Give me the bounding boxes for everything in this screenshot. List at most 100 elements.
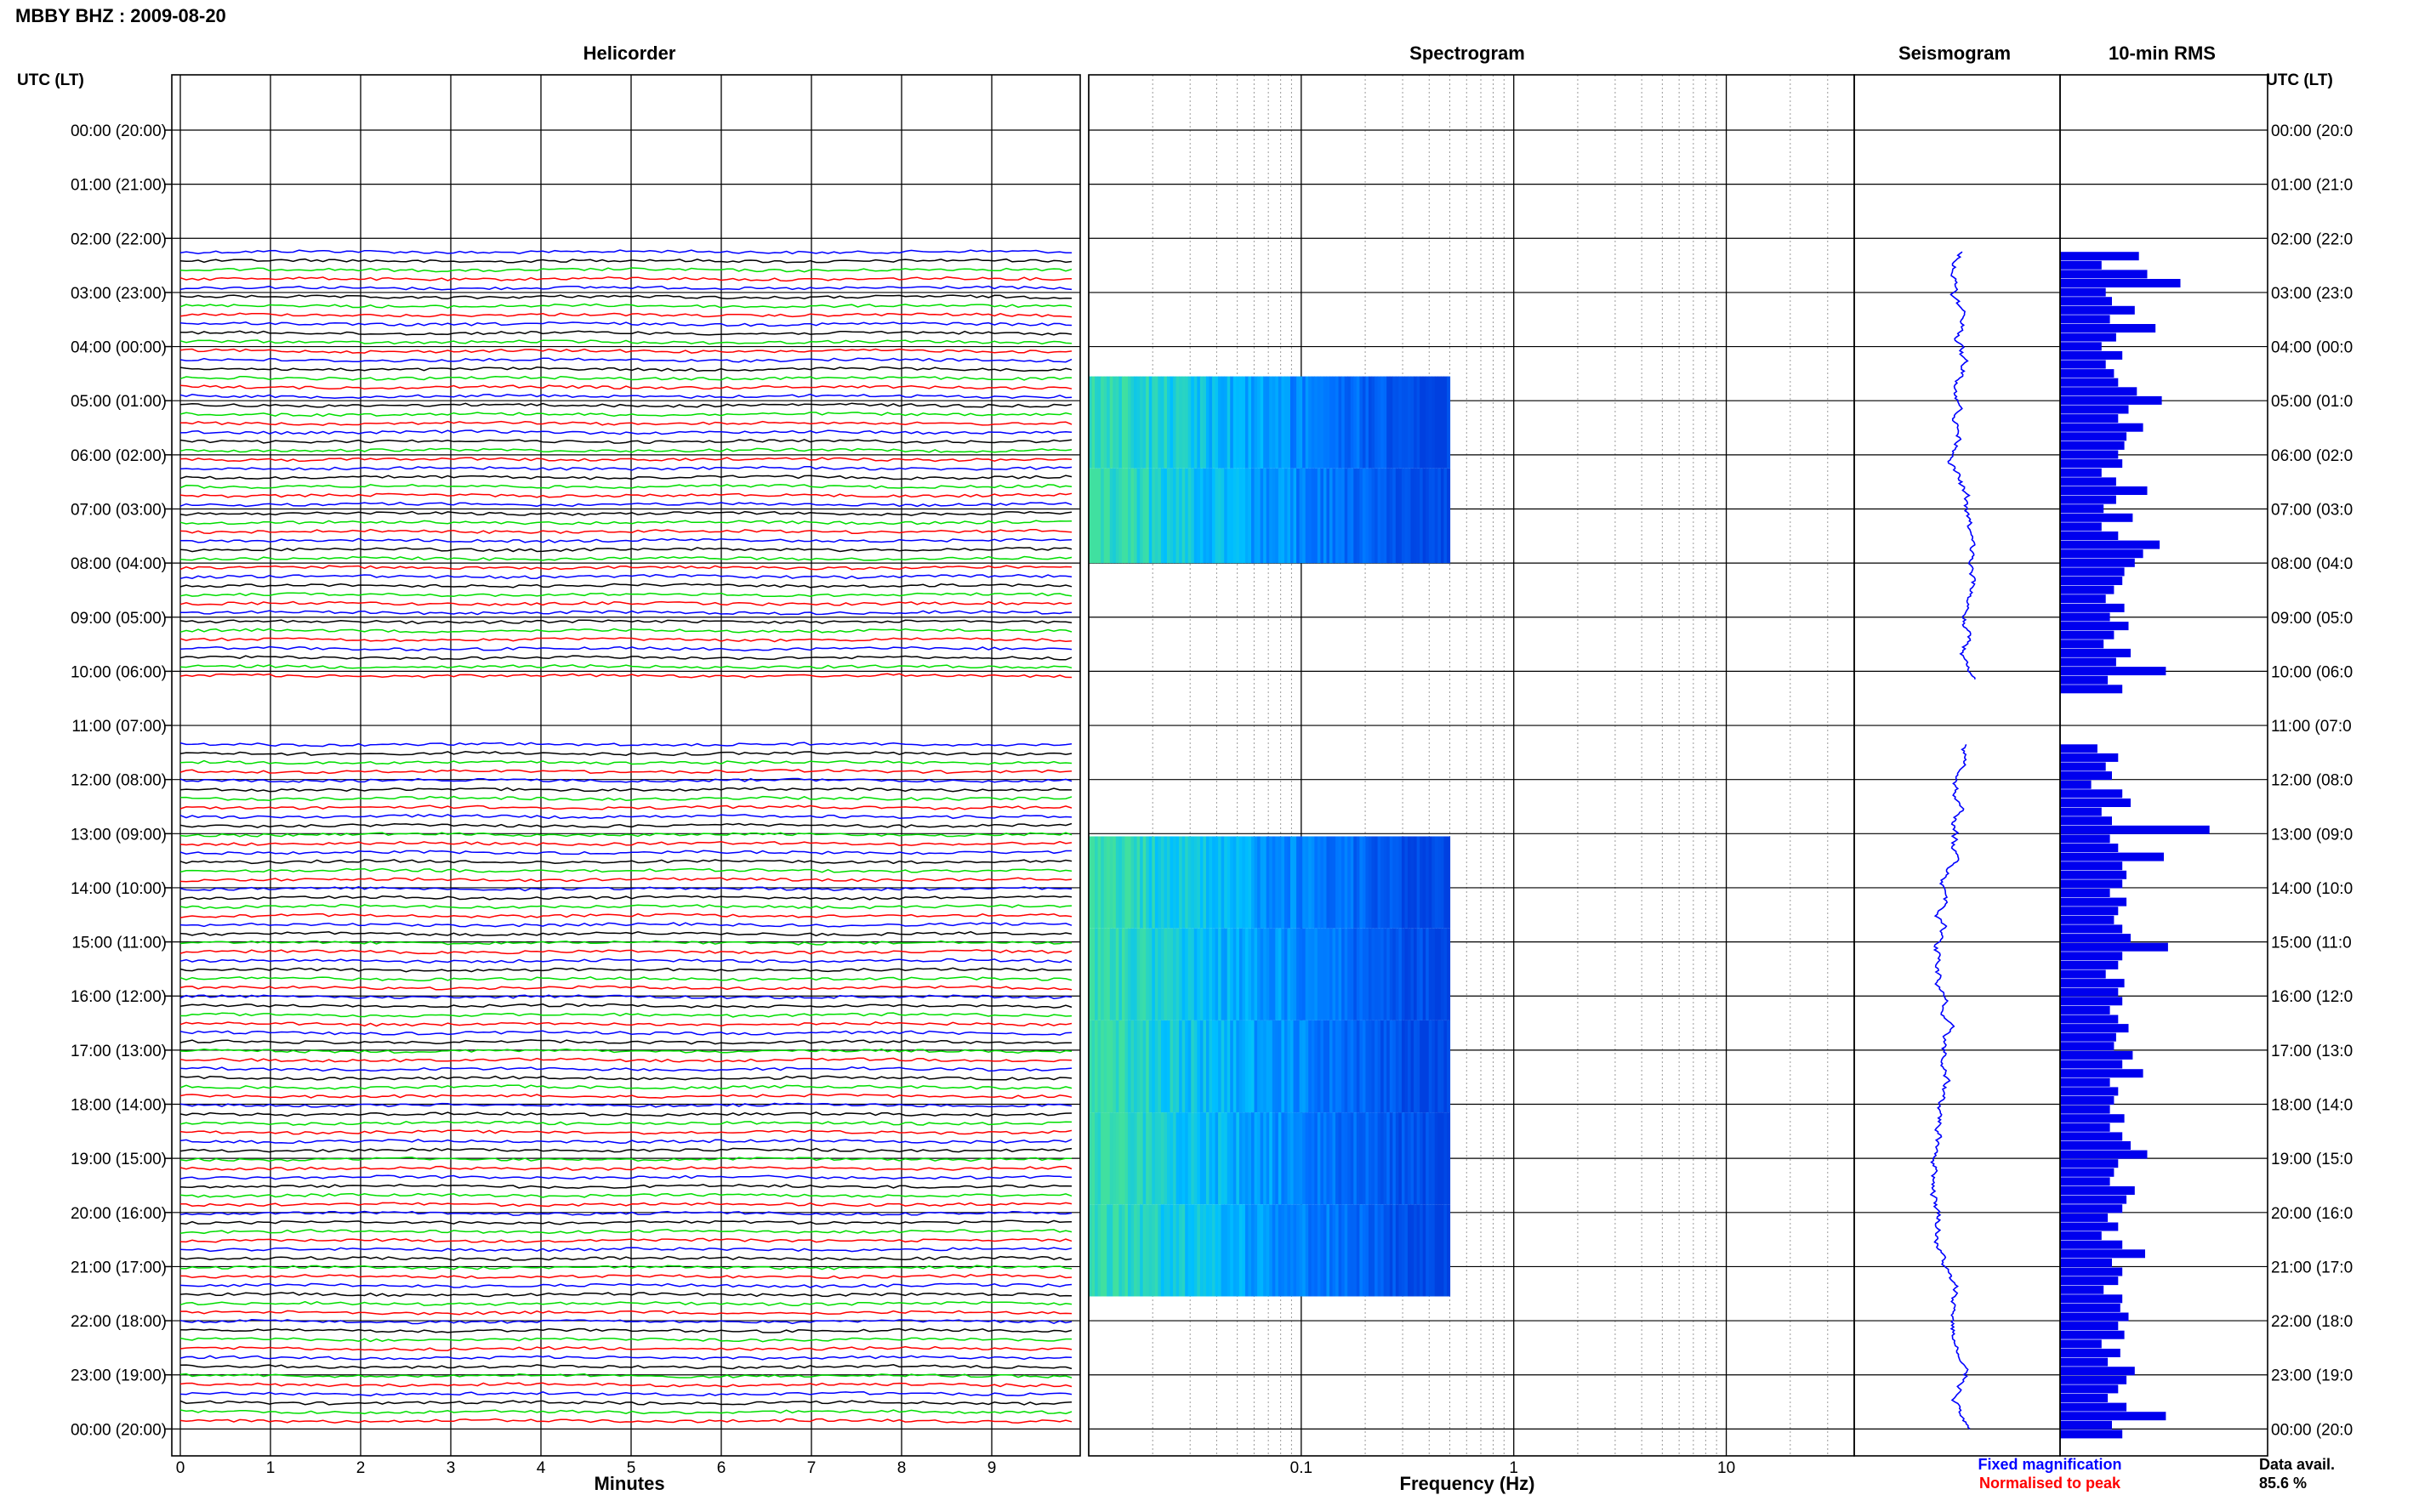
spectrogram-cell (1404, 836, 1409, 929)
spectrogram-cell (1248, 1020, 1252, 1113)
spectrogram-cell (1199, 376, 1204, 469)
right-hour-label: 11:00 (07:0 (2271, 718, 2352, 736)
rms-bar (2060, 1177, 2110, 1186)
spectrogram-cell (1362, 1020, 1367, 1113)
spectrogram-cell (1326, 468, 1330, 564)
spectrogram-cell (1338, 376, 1342, 469)
spectrogram-cell (1386, 928, 1391, 1020)
spectrogram-cell (1440, 376, 1445, 469)
spectrogram-cell (1148, 376, 1153, 469)
spectrogram-cell (1422, 928, 1426, 1020)
rms-bar (2060, 889, 2110, 897)
spectrogram-cell (1290, 468, 1295, 564)
rms-bar (2060, 907, 2119, 916)
spectrogram-cell (1185, 1020, 1189, 1113)
right-hour-label: 02:00 (22:0 (2271, 230, 2353, 248)
legend-fixed-magnification: Fixed magnification (1978, 1456, 2121, 1473)
helicorder-trace (179, 922, 1073, 928)
right-hour-label: 12:00 (08:0 (2271, 772, 2353, 790)
spectrogram-cell (1199, 1204, 1204, 1297)
helicorder-trace (179, 867, 1073, 873)
rms-bar (2060, 315, 2110, 324)
spectrogram-cell (1118, 1020, 1123, 1113)
spectrogram-cell (1401, 468, 1406, 564)
spectrogram-cell (1407, 928, 1412, 1020)
spectrogram-cell (1107, 376, 1111, 469)
spectrogram-cell (1115, 1020, 1119, 1113)
rms-bar (2060, 997, 2123, 1006)
spectrogram-cell (1142, 1112, 1147, 1205)
rms-bar (2060, 1267, 2123, 1276)
helicorder-trace (179, 787, 1073, 793)
helicorder-trace (179, 1300, 1073, 1307)
rms-bar (2060, 685, 2123, 694)
right-hour-label: 16:00 (12:0 (2271, 988, 2353, 1006)
spectrogram-cell (1263, 468, 1267, 564)
spectrogram-cell (1368, 468, 1373, 564)
spectrogram-cell (1136, 1112, 1141, 1205)
spectrogram-cell (1148, 928, 1153, 1020)
spectrogram-cell (1443, 376, 1448, 469)
spectrogram-cell (1179, 1204, 1183, 1297)
rms-bar (2060, 585, 2114, 594)
spectrogram-cell (1199, 836, 1204, 929)
left-hour-label: 00:00 (20:00) (71, 1421, 167, 1439)
data-availability-label: Data avail. (2259, 1456, 2335, 1473)
spectrogram-cell (1320, 928, 1324, 1020)
spectrogram-cell (1362, 1204, 1367, 1297)
spectrogram-cell (1440, 1204, 1445, 1297)
spectrogram-cell (1414, 376, 1418, 469)
spectrogram-cell (1244, 1112, 1249, 1205)
minute-tick-label: 4 (537, 1459, 546, 1477)
rms-bar (2060, 861, 2123, 871)
spectrogram-cell (1308, 928, 1312, 1020)
spectrogram-cell (1136, 1204, 1141, 1297)
spectrogram-cell (1242, 836, 1246, 929)
spectrogram-cell (1293, 928, 1297, 1020)
spectrogram-cell (1383, 376, 1387, 469)
spectrogram-cell (1260, 928, 1264, 1020)
spectrogram-cell (1371, 836, 1375, 929)
rms-title: 10-min RMS (2109, 43, 2216, 64)
spectrogram-cell (1323, 1204, 1328, 1297)
spectrogram-cell (1446, 836, 1451, 929)
spectrogram-cell (1278, 1204, 1282, 1297)
spectrogram-cell (1103, 928, 1107, 1020)
spectrogram-cell (1218, 928, 1222, 1020)
spectrogram-cell (1332, 928, 1336, 1020)
spectrogram-cell (1248, 928, 1252, 1020)
helicorder-trace (179, 1345, 1073, 1351)
right-hour-label: 22:00 (18:0 (2271, 1313, 2353, 1331)
rms-bar (2060, 942, 2168, 952)
spectrogram-cell (1152, 928, 1156, 1020)
rms-bar (2060, 1195, 2127, 1204)
spectrogram-cell (1356, 1020, 1360, 1113)
rms-bar (2060, 675, 2109, 685)
spectrogram-cell (1375, 1112, 1379, 1205)
spectrogram-cell (1293, 1112, 1297, 1205)
spectrogram-cell (1185, 1204, 1189, 1297)
helicorder-trace (179, 769, 1073, 775)
spectrogram-cell (1181, 1020, 1186, 1113)
rms-bar (2060, 387, 2137, 396)
spectrogram-cell (1121, 1204, 1126, 1297)
spectrogram-cell (1344, 928, 1348, 1020)
spectrogram-cell (1275, 928, 1279, 1020)
helicorder-trace (179, 1066, 1073, 1072)
spectrogram-cell (1227, 468, 1231, 564)
minute-tick-label: 5 (627, 1459, 636, 1477)
spectrogram-cell (1260, 1112, 1264, 1205)
spectrogram-cell (1164, 1112, 1168, 1205)
helicorder-trace (179, 412, 1073, 418)
spectrogram-cell (1290, 1204, 1295, 1297)
spectrogram-cell (1299, 468, 1303, 564)
helicorder-trace (179, 904, 1073, 910)
spectrogram-cell (1175, 836, 1180, 929)
spectrogram-cell (1290, 1020, 1295, 1113)
spectrogram-cell (1296, 1020, 1301, 1113)
spectrogram-cell (1224, 1020, 1228, 1113)
spectrogram-cell (1440, 928, 1445, 1020)
rms-bar (2060, 1258, 2112, 1267)
spectrogram-cell (1158, 836, 1162, 929)
left-hour-label: 13:00 (09:00) (71, 826, 167, 844)
